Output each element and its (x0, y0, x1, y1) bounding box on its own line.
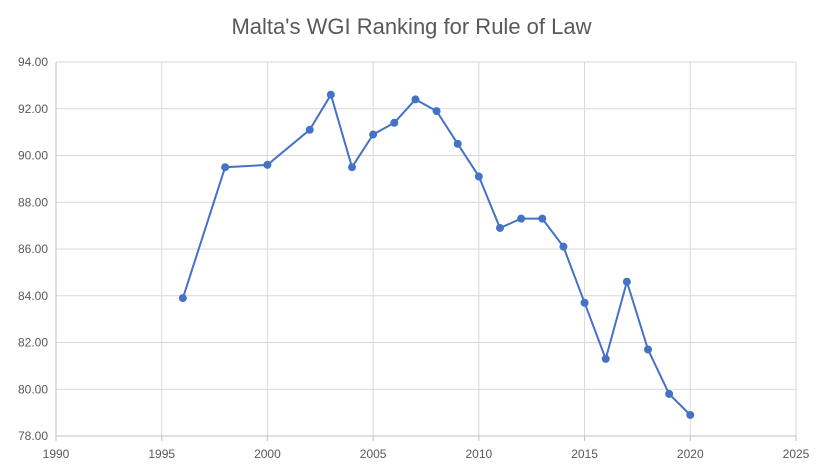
data-point (644, 345, 652, 354)
y-tick-label: 88.00 (18, 195, 48, 209)
y-tick-label: 84.00 (18, 289, 48, 303)
y-tick-label: 78.00 (18, 429, 48, 443)
y-tick-label: 80.00 (18, 382, 48, 396)
y-tick-label: 94.00 (18, 55, 48, 69)
axis-layer: 78.00 80.00 82.00 84.00 86.00 88.00 90.00 92.00… (18, 55, 810, 461)
data-point (221, 163, 230, 172)
x-tick-label: 2010 (466, 447, 493, 461)
y-tick-label: 92.00 (18, 102, 48, 116)
y-tick-label: 90.00 (18, 149, 48, 163)
data-point (390, 118, 399, 127)
x-tick-label: 2015 (571, 447, 598, 461)
data-point (178, 294, 187, 303)
data-point (348, 163, 356, 172)
series-line (181, 92, 692, 416)
data-point (474, 172, 483, 181)
data-point (686, 410, 695, 419)
data-point (601, 354, 610, 363)
data-point (538, 214, 547, 223)
data-point (263, 160, 272, 169)
grid-layer (56, 61, 797, 436)
data-point (517, 214, 526, 223)
data-point (411, 95, 420, 104)
data-point (453, 139, 462, 148)
x-tick-label: 1990 (43, 447, 70, 461)
x-tick-label: 2025 (783, 447, 810, 461)
x-tick-label: 1995 (148, 447, 175, 461)
x-tick-label: 2020 (677, 447, 704, 461)
data-point (665, 389, 674, 398)
data-point (496, 223, 504, 232)
data-point (305, 125, 314, 134)
data-point (432, 107, 441, 116)
data-point (580, 298, 589, 307)
x-tick-label: 2005 (360, 447, 387, 461)
data-point (369, 130, 378, 139)
y-tick-label: 86.00 (18, 242, 48, 256)
y-tick-label: 82.00 (18, 336, 48, 350)
chart-title: Malta's WGI Ranking for Rule of Law (231, 14, 592, 39)
data-point (326, 90, 335, 99)
x-tick-label: 2000 (254, 447, 281, 461)
data-point (559, 242, 568, 251)
series-layer (178, 90, 695, 419)
data-point (622, 277, 631, 286)
